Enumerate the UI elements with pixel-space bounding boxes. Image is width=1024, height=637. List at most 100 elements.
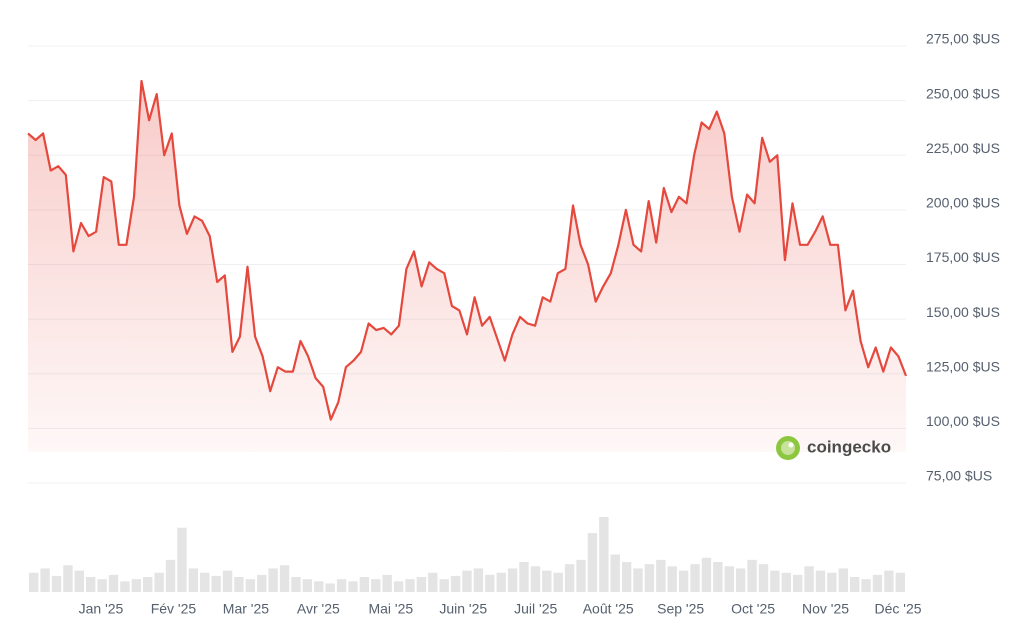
volume-bar (63, 565, 73, 592)
y-tick-label: 100,00 $US (926, 413, 1000, 429)
x-tick-label: Déc '25 (874, 601, 921, 617)
volume-bar (348, 581, 358, 592)
logo (776, 436, 800, 460)
watermark: coingecko (807, 437, 891, 456)
volume-bar (405, 579, 415, 592)
volume-bar (120, 581, 130, 592)
volume-bar (599, 517, 609, 592)
y-tick-label: 200,00 $US (926, 195, 1000, 211)
volume-bar (450, 575, 461, 592)
volume-bar (530, 566, 541, 592)
volume-bar (576, 559, 586, 592)
volume-bar (325, 583, 335, 592)
x-tick-label: Oct '25 (731, 601, 775, 617)
y-tick-label: 75,00 $US (926, 468, 992, 484)
volume-bar (587, 533, 598, 592)
volume-bar (268, 568, 278, 592)
x-tick-label: Sep '25 (657, 601, 704, 617)
volume-bar (86, 577, 96, 592)
volume-bar (40, 568, 50, 592)
volume-bar (222, 570, 233, 592)
volume-bar (827, 572, 837, 592)
volume-bar (371, 579, 381, 592)
volume-bar (713, 562, 723, 592)
volume-bar (29, 572, 39, 592)
y-tick-label: 225,00 $US (926, 140, 1000, 156)
volume-bar (667, 566, 677, 592)
volume-bar (234, 577, 244, 592)
volume-bar (188, 568, 199, 592)
volume-bar (428, 572, 438, 592)
volume-bar (838, 568, 848, 592)
volume-bar (51, 575, 62, 592)
volume-bar (895, 572, 905, 592)
volume-bar (770, 570, 780, 592)
volume-bar (804, 566, 814, 592)
volume-bar (108, 574, 119, 592)
volume-bar (462, 570, 472, 592)
volume-bar (416, 577, 427, 592)
volume-bar (621, 562, 632, 592)
volume-bar (507, 568, 518, 592)
volume-bar (849, 577, 860, 592)
y-tick-label: 275,00 $US (926, 31, 1000, 47)
volume-bar (336, 579, 347, 592)
volume-bar (314, 581, 324, 592)
x-tick-label: Mar '25 (223, 601, 269, 617)
volume-bar (542, 570, 552, 592)
volume-bar (872, 574, 883, 592)
volume-bar (610, 554, 620, 592)
volume-bar (165, 559, 176, 592)
volume-bar (245, 579, 256, 592)
volume-bar (382, 574, 392, 592)
volume-bar (143, 577, 153, 592)
volume-bar (211, 575, 221, 592)
volume-bar (861, 579, 871, 592)
volume-bar (815, 570, 826, 592)
volume-bar (291, 577, 301, 592)
volume-bar (279, 565, 290, 592)
volume-bar (781, 572, 791, 592)
volume-bar (302, 579, 313, 592)
volume-bar (633, 568, 643, 592)
volume-bar (257, 574, 267, 592)
x-tick-label: Jan '25 (79, 601, 124, 617)
volume-bar (735, 568, 746, 592)
x-tick-label: Août '25 (583, 601, 634, 617)
price-line (27, 79, 908, 421)
volume-bar (177, 527, 187, 592)
volume-bar (97, 579, 107, 592)
x-tick-label: Juin '25 (439, 601, 487, 617)
volume-bar (690, 564, 700, 592)
y-tick-label: 250,00 $US (926, 85, 1000, 101)
volume-bar (74, 570, 85, 592)
y-tick-label: 175,00 $US (926, 249, 1000, 265)
volume-bar (496, 572, 506, 592)
volume-bar (553, 572, 563, 592)
volume-bar (792, 574, 803, 592)
volume-bar (359, 577, 370, 592)
area (28, 81, 906, 452)
volume-bar (884, 570, 894, 592)
x-tick-label: Juil '25 (514, 601, 557, 617)
y-tick-label: 125,00 $US (926, 358, 1000, 374)
volume-bar (485, 574, 495, 592)
volume-bar (200, 572, 210, 592)
volume-bar (644, 564, 655, 592)
volume-bar (131, 579, 142, 592)
x-tick-label: Mai '25 (368, 601, 413, 617)
volume-bar (393, 581, 404, 592)
volume-bar (519, 562, 529, 592)
x-tick-label: Fév '25 (151, 601, 197, 617)
y-tick-label: 150,00 $US (926, 304, 1000, 320)
volume-bar (678, 570, 689, 592)
volume-bar (154, 572, 164, 592)
x-tick-label: Avr '25 (297, 601, 340, 617)
volume-bar (439, 579, 449, 592)
volume-bar (656, 559, 666, 592)
volume-bar (564, 564, 575, 592)
volume-bar (724, 566, 734, 592)
volume-bar (747, 559, 757, 592)
